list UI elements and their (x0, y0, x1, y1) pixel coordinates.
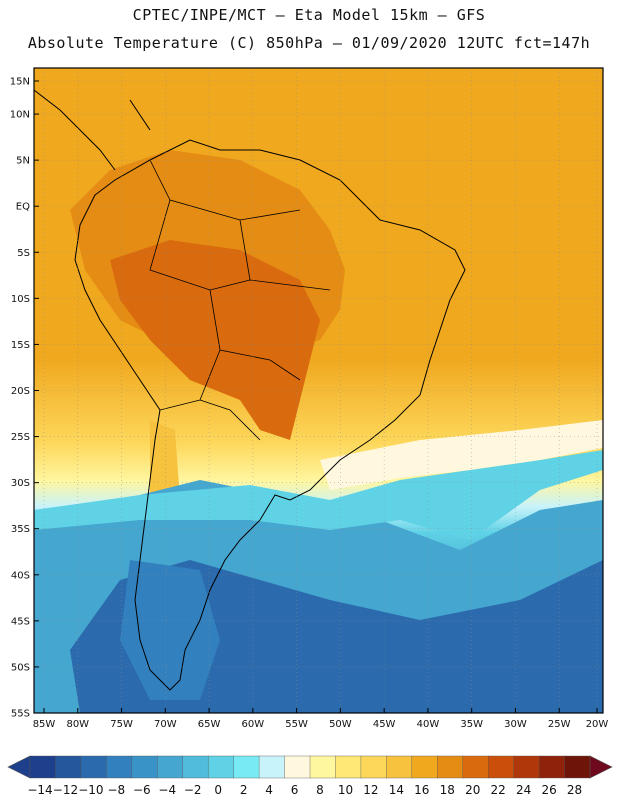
colorbar-swatch (131, 755, 158, 779)
lon-label: 30W (504, 719, 527, 730)
lat-label: 55S (11, 709, 30, 720)
colorbar-high-extension (589, 755, 613, 779)
chart-title-line2: Absolute Temperature (C) 850hPa – 01/09/… (27, 34, 591, 52)
hot-core (110, 240, 320, 440)
colorbar-label: −14 (27, 783, 52, 797)
colorbar (7, 755, 613, 779)
colorbar-label: 0 (214, 783, 222, 797)
colorbar-label: 8 (316, 783, 324, 797)
lon-label: 65W (198, 719, 221, 730)
colorbar-swatch (538, 755, 566, 779)
colorbar-label: 2 (240, 783, 248, 797)
colorbar-swatch (80, 755, 108, 779)
colorbar-swatch (309, 755, 337, 779)
lat-label: 30S (11, 478, 30, 489)
lon-label: 40W (417, 719, 440, 730)
colorbar-label: −10 (78, 783, 103, 797)
south-america-coastline (74, 139, 466, 691)
lon-label: 45W (373, 719, 396, 730)
lat-label: 10S (11, 294, 30, 305)
lon-label: 55W (285, 719, 308, 730)
central-america-coastline (34, 89, 151, 171)
colorbar-label: 28 (567, 783, 582, 797)
colorbar-swatch (360, 755, 388, 779)
colorbar-label: 22 (491, 783, 506, 797)
colorbar-label: 14 (389, 783, 404, 797)
chart-title-line1: CPTEC/INPE/MCT – Eta Model 15km – GFS (132, 6, 486, 24)
lon-label: 35W (460, 719, 483, 730)
colorbar-label: −8 (108, 783, 126, 797)
colorbar-label: 10 (338, 783, 353, 797)
lat-label: 40S (11, 570, 30, 581)
colorbar-swatch (258, 755, 286, 779)
lat-label: 35S (11, 524, 30, 535)
lon-label: 20W (586, 719, 609, 730)
cold-patagonia (120, 560, 220, 700)
lon-label: 80W (66, 719, 89, 730)
colorbar-swatch (207, 755, 235, 779)
colorbar-label: 26 (541, 783, 556, 797)
colorbar-label: −4 (158, 783, 176, 797)
colorbar-swatch (55, 755, 82, 779)
colorbar-low-extension (7, 755, 31, 779)
map-grid (34, 68, 603, 713)
lat-label: 5N (16, 156, 30, 167)
lat-label: 25S (11, 432, 30, 443)
colorbar-swatch (487, 755, 515, 779)
colorbar-swatch (564, 755, 591, 779)
colorbar-swatch (462, 755, 489, 779)
colorbar-swatch (157, 755, 184, 779)
colorbar-label: 12 (363, 783, 378, 797)
temperature-field (34, 68, 603, 713)
colorbar-label: −6 (133, 783, 151, 797)
colorbar-swatch (437, 755, 464, 779)
colorbar-label: 18 (440, 783, 455, 797)
latitude-labels: 15N 10N 5N EQ 5S 10S 15S 20S 25S 30S 35S 40S 45S 50S 5… (10, 77, 39, 720)
colorbar-swatch (386, 755, 413, 779)
colorbar-swatch (233, 755, 260, 779)
colorbar-label: 20 (465, 783, 480, 797)
colorbar-label: 6 (291, 783, 299, 797)
colorbar-swatch (411, 755, 438, 779)
colorbar-label: −12 (53, 783, 78, 797)
lon-label: 50W (329, 719, 352, 730)
country-borders (149, 159, 331, 441)
lat-label: 20S (11, 386, 30, 397)
colorbar-swatch (182, 755, 209, 779)
colorbar-label: 24 (516, 783, 531, 797)
lat-label: EQ (16, 202, 30, 213)
colorbar-swatch (106, 755, 133, 779)
colorbar-swatch (513, 755, 540, 779)
lat-label: 15N (10, 77, 30, 88)
longitude-labels: 85W 80W 75W 70W 65W 60W 55W 50W 45W 40W 35W 30W 25W 2… (33, 708, 609, 730)
lon-label: 25W (548, 719, 571, 730)
colorbar-labels: −14 −12 −10 −8 −6 −4 −2 0 2 4 6 8 10 12 14 16 18 20 22 24 26… (27, 783, 582, 797)
lat-label: 10N (10, 110, 30, 121)
colorbar-swatch (335, 755, 362, 779)
lon-label: 75W (110, 719, 133, 730)
lon-label: 60W (242, 719, 265, 730)
lon-label: 70W (154, 719, 177, 730)
lat-label: 15S (11, 340, 30, 351)
lat-label: 5S (17, 248, 30, 259)
colorbar-swatch (284, 755, 311, 779)
lat-label: 45S (11, 616, 30, 627)
cyan-band (34, 450, 603, 540)
colorbar-label: −2 (184, 783, 202, 797)
colorbar-label: 4 (265, 783, 273, 797)
pale-band (320, 420, 603, 490)
lat-label: 50S (11, 662, 30, 673)
lon-label: 85W (33, 719, 56, 730)
colorbar-label: 16 (414, 783, 429, 797)
colorbar-swatch (29, 755, 57, 779)
